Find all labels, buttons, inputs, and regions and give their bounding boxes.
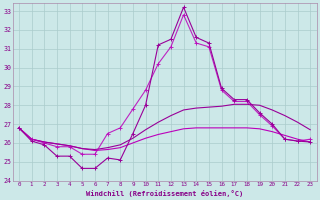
X-axis label: Windchill (Refroidissement éolien,°C): Windchill (Refroidissement éolien,°C) xyxy=(86,190,243,197)
